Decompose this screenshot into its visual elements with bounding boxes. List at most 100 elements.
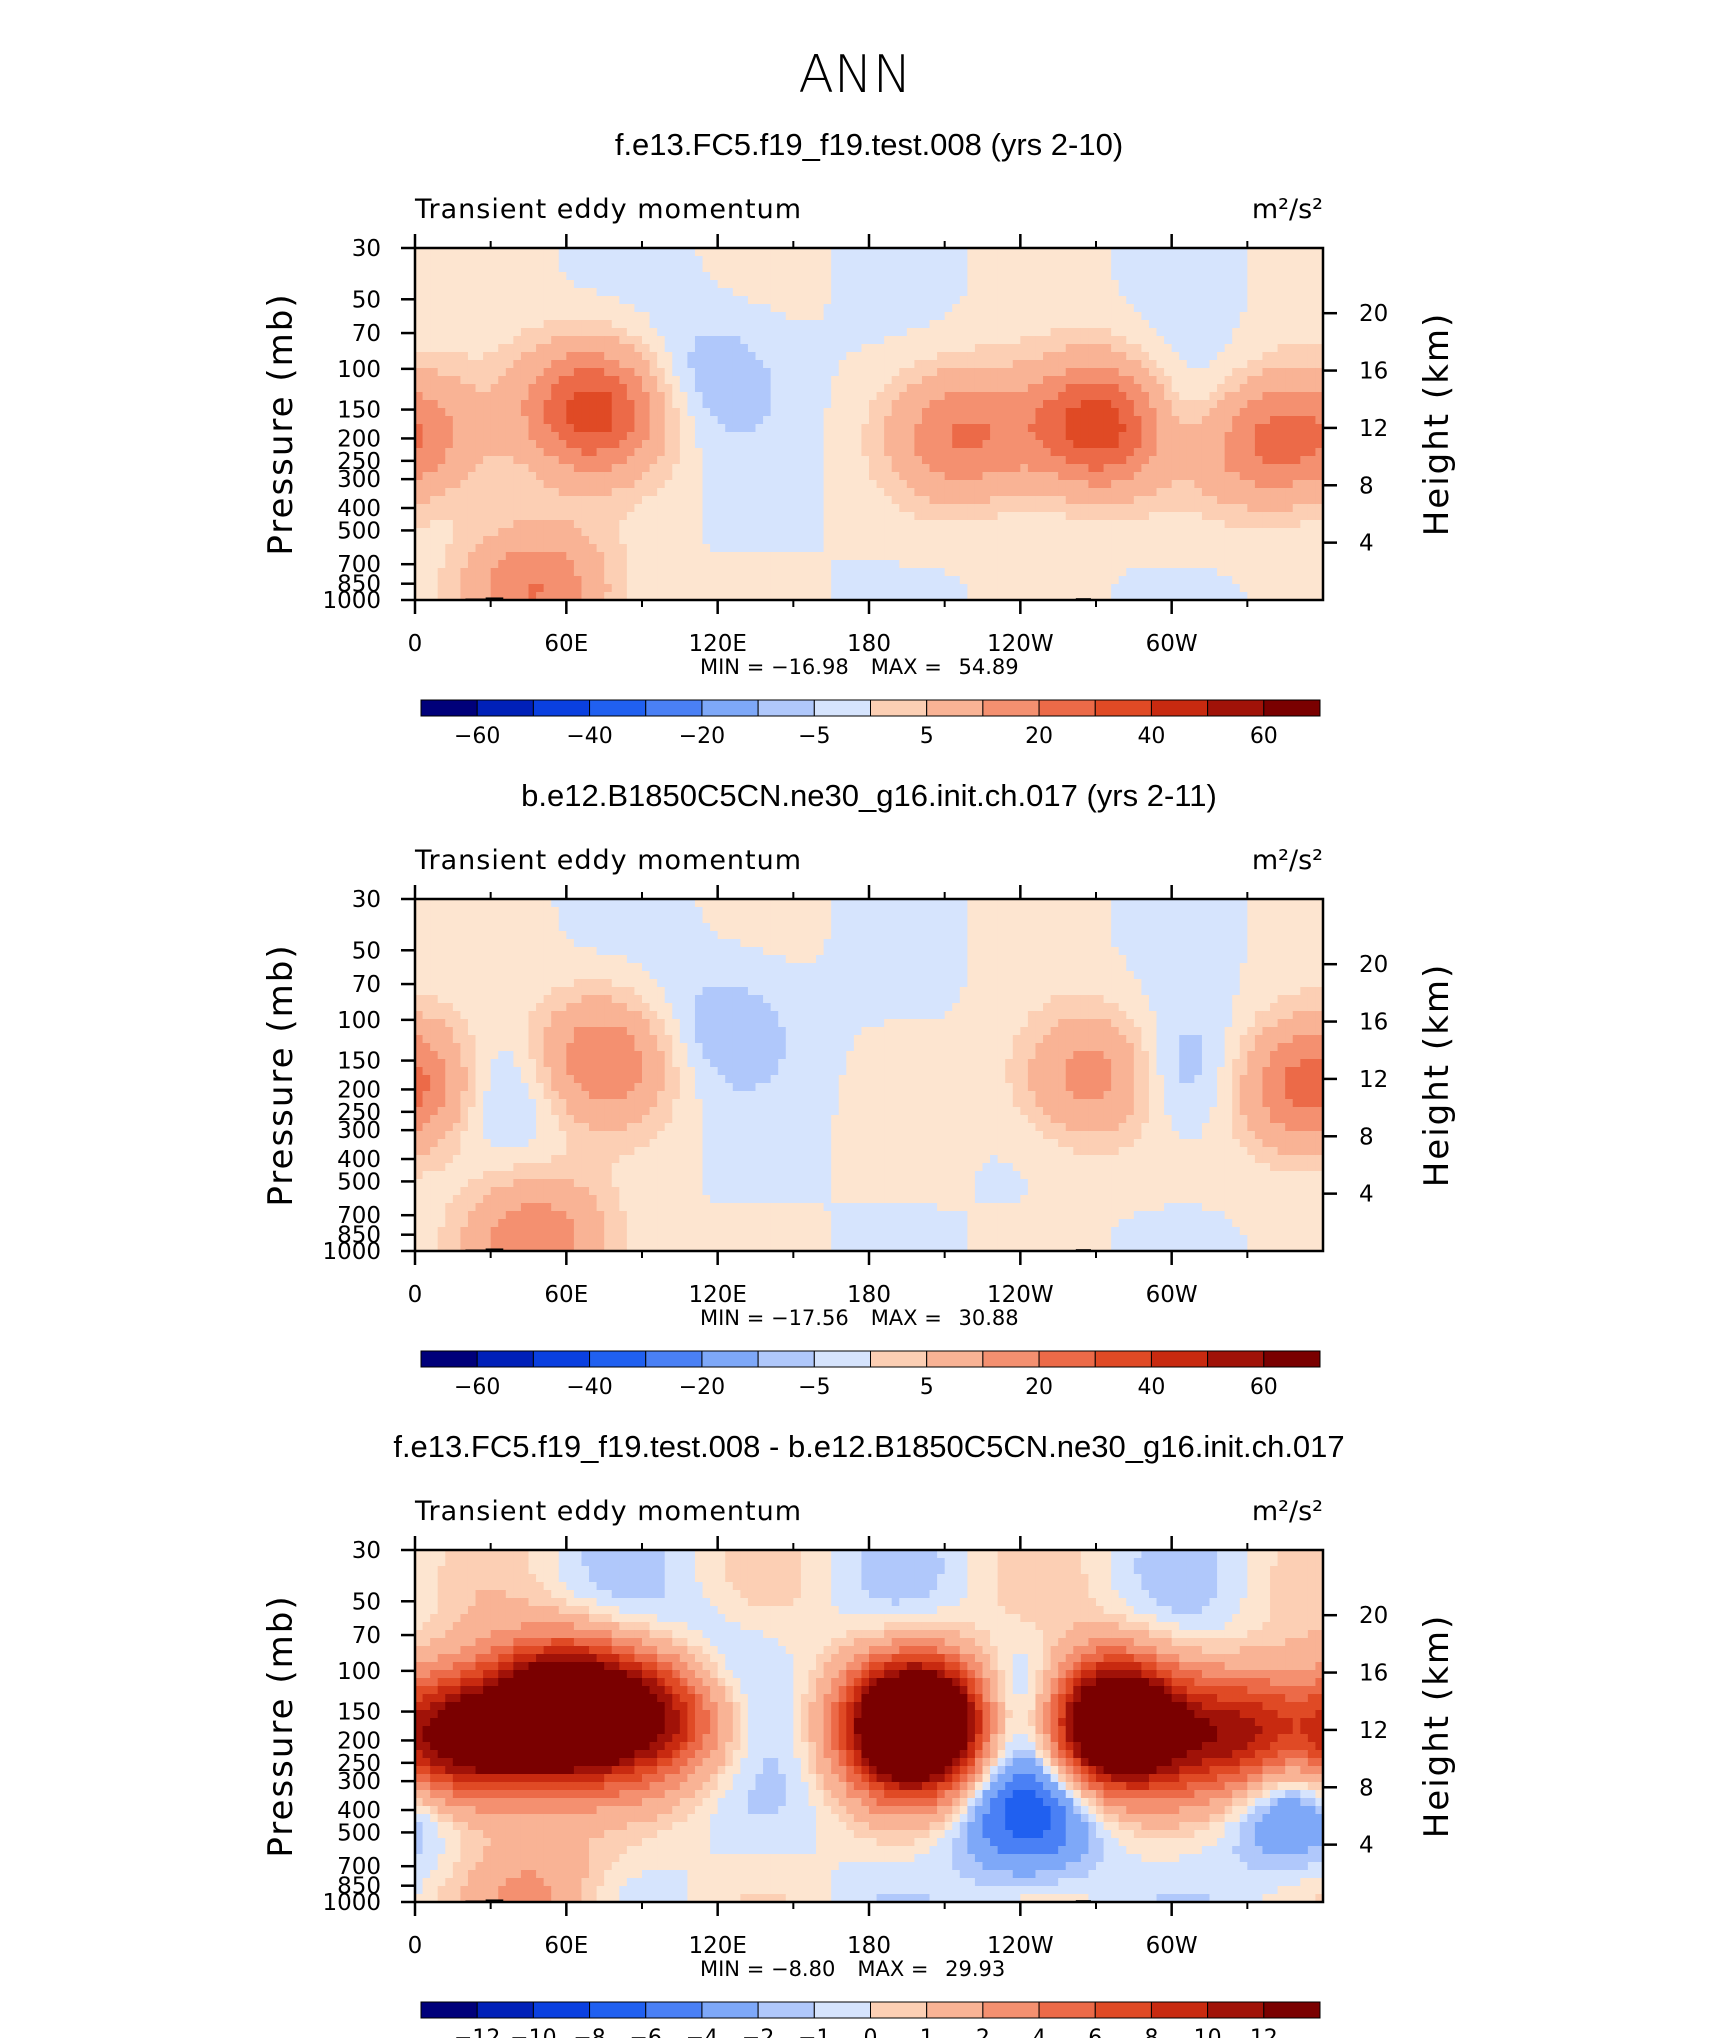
heatmap-cell xyxy=(611,408,620,417)
heatmap-cell xyxy=(596,352,605,361)
heatmap-cell xyxy=(1239,288,1248,297)
heatmap-cell xyxy=(717,344,726,353)
heatmap-cell xyxy=(1103,456,1112,465)
heatmap-cell xyxy=(785,312,794,321)
heatmap-cell xyxy=(657,504,666,513)
heatmap-cell xyxy=(747,456,757,465)
heatmap-cell xyxy=(1292,424,1301,433)
heatmap-cell xyxy=(1201,552,1211,561)
heatmap-cell xyxy=(422,480,431,489)
heatmap-cell xyxy=(422,368,431,377)
heatmap-cell xyxy=(974,296,984,305)
heatmap-cell xyxy=(573,416,583,425)
heatmap-cell xyxy=(1088,368,1097,377)
heatmap-cell xyxy=(831,520,840,529)
heatmap-cell xyxy=(467,328,477,337)
heatmap-cell xyxy=(732,368,741,377)
heatmap-cell xyxy=(921,384,931,393)
heatmap-cell xyxy=(1315,248,1324,257)
heatmap-cell xyxy=(1118,336,1127,345)
heatmap-cell xyxy=(672,392,681,401)
heatmap-cell xyxy=(1239,416,1248,425)
heatmap-cell xyxy=(626,432,636,441)
heatmap-cell xyxy=(778,336,787,345)
heatmap-cell xyxy=(884,504,893,513)
heatmap-cell xyxy=(430,392,439,401)
heatmap-cell xyxy=(1239,352,1248,361)
heatmap-cell xyxy=(959,440,968,449)
heatmap-cell xyxy=(1315,400,1324,409)
heatmap-cell xyxy=(1141,488,1150,497)
heatmap-cell xyxy=(1262,512,1271,521)
heatmap-cell xyxy=(626,544,636,553)
heatmap-cell xyxy=(921,496,931,505)
heatmap-cell xyxy=(793,400,802,409)
heatmap-cell xyxy=(959,256,968,265)
heatmap-cell xyxy=(543,376,552,385)
heatmap-cell xyxy=(543,256,552,265)
heatmap-cell xyxy=(1058,360,1067,369)
heatmap-cell xyxy=(808,544,817,553)
heatmap-cell xyxy=(573,304,583,313)
heatmap-cell xyxy=(778,424,787,433)
heatmap-cell xyxy=(929,544,938,553)
heatmap-cell xyxy=(884,552,893,561)
heatmap-cell xyxy=(1292,488,1301,497)
heatmap-cell xyxy=(763,520,772,529)
heatmap-cell xyxy=(717,560,726,569)
heatmap-cell xyxy=(1141,528,1150,537)
heatmap-cell xyxy=(1315,464,1324,473)
heatmap-cell xyxy=(437,472,446,481)
heatmap-cell xyxy=(816,480,825,489)
heatmap-cell xyxy=(914,480,923,489)
heatmap-cell xyxy=(505,472,514,481)
heatmap-cell xyxy=(914,312,923,321)
heatmap-cell xyxy=(1179,448,1188,457)
heatmap-cell xyxy=(740,400,749,409)
heatmap-cell xyxy=(672,296,681,305)
heatmap-cell xyxy=(1300,296,1309,305)
heatmap-cell xyxy=(974,560,984,569)
heatmap-cell xyxy=(1217,416,1226,425)
heatmap-cell xyxy=(505,312,514,321)
heatmap-cell xyxy=(694,536,704,545)
heatmap-cell xyxy=(596,376,605,385)
heatmap-cell xyxy=(1020,320,1029,329)
heatmap-cell xyxy=(1254,440,1264,449)
heatmap-cell xyxy=(475,408,484,417)
heatmap-cell xyxy=(1164,552,1173,561)
heatmap-cell xyxy=(1073,336,1082,345)
heatmap-cell xyxy=(543,576,552,585)
heatmap-cell xyxy=(1065,408,1074,417)
heatmap-cell xyxy=(869,496,878,505)
heatmap-cell xyxy=(1209,400,1218,409)
heatmap-cell xyxy=(1050,280,1059,289)
heatmap-cell xyxy=(694,280,704,289)
heatmap-cell xyxy=(710,520,719,529)
heatmap-cell xyxy=(952,296,961,305)
heatmap-cell xyxy=(982,320,991,329)
heatmap-cell xyxy=(1217,256,1226,265)
heatmap-cell xyxy=(785,520,794,529)
heatmap-cell xyxy=(869,408,878,417)
heatmap-cell xyxy=(551,328,560,337)
heatmap-cell xyxy=(558,320,567,329)
heatmap-cell xyxy=(558,448,567,457)
heatmap-cell xyxy=(1217,424,1226,433)
heatmap-cell xyxy=(974,536,984,545)
heatmap-cell xyxy=(853,552,863,561)
heatmap-cell xyxy=(687,568,696,577)
heatmap-cell xyxy=(1164,352,1173,361)
heatmap-cell xyxy=(536,552,545,561)
heatmap-cell xyxy=(944,280,953,289)
heatmap-cell xyxy=(475,288,484,297)
heatmap-cell xyxy=(1050,352,1059,361)
heatmap-cell xyxy=(1179,464,1188,473)
heatmap-cell xyxy=(1088,312,1097,321)
heatmap-cell xyxy=(982,400,991,409)
heatmap-cell xyxy=(1164,288,1173,297)
heatmap-cell xyxy=(551,400,560,409)
heatmap-cell xyxy=(838,536,847,545)
heatmap-cell xyxy=(725,536,734,545)
heatmap-cell xyxy=(982,352,991,361)
